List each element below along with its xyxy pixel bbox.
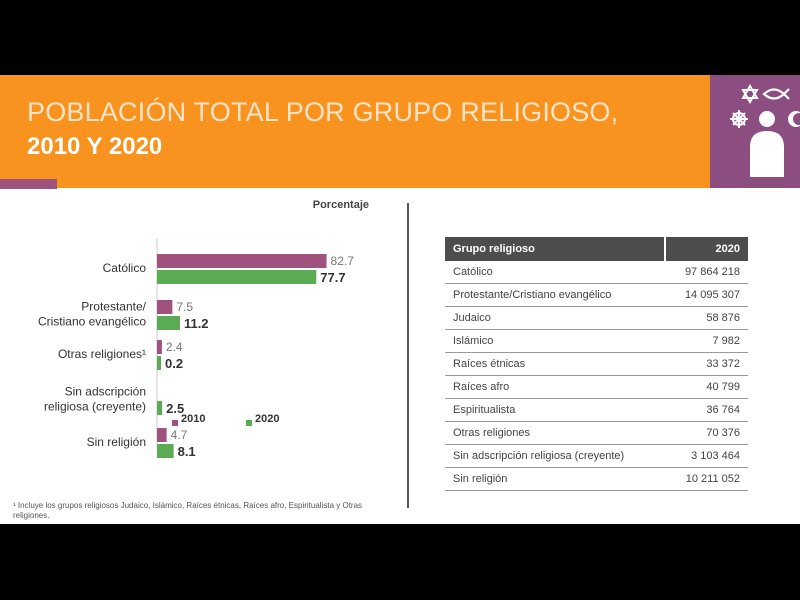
data-label-2010: 2.4	[166, 340, 183, 354]
bar-2010	[157, 340, 162, 354]
data-label-2020: 77.7	[320, 270, 345, 285]
bar-2010	[157, 254, 327, 268]
slide: POBLACIÓN TOTAL POR GRUPO RELIGIOSO, 201…	[0, 75, 800, 524]
table-header-group: Grupo religioso	[445, 237, 665, 261]
table-cell-group: Espiritualista	[445, 398, 665, 422]
table-row: Protestante/Cristiano evangélico 14 095 3…	[445, 283, 748, 307]
table-cell-population: 3 103 464	[664, 444, 748, 468]
table-row: Sin adscripción religiosa (creyente) 3 10…	[445, 444, 748, 468]
bar-2020	[157, 270, 317, 284]
data-label-2010: 4.7	[171, 428, 188, 442]
table-cell-group: Otras religiones	[445, 421, 665, 445]
christian-fish-icon	[762, 88, 790, 100]
category-label: Sin adscripción religiosa (creyente)	[44, 385, 146, 414]
chart-title: Porcentaje	[313, 199, 369, 211]
table-cell-population: 58 876	[664, 306, 748, 330]
data-label-2020: 8.1	[178, 444, 196, 459]
religion-icons-panel	[710, 75, 800, 188]
person-icon	[750, 111, 784, 177]
footnote: ¹ Incluye los grupos religiosos Judaico,…	[13, 501, 363, 520]
table-row: Sin religión 10 211 052	[445, 467, 748, 491]
bar-2020	[157, 444, 174, 458]
dharma-wheel-icon	[730, 110, 748, 128]
table-row: Otras religiones 70 376	[445, 421, 748, 445]
table-row: Islámico 7 982	[445, 329, 748, 353]
vertical-divider	[407, 203, 409, 508]
table-cell-population: 97 864 218	[664, 261, 748, 284]
table-header-row: Grupo religioso 2020	[445, 237, 748, 261]
data-label-2020: 2.5	[166, 401, 184, 416]
table-cell-group: Protestante/Cristiano evangélico	[445, 283, 665, 307]
table-cell-group: Raíces étnicas	[445, 352, 665, 376]
table-cell-population: 33 372	[664, 352, 748, 376]
table-cell-group: Sin adscripción religiosa (creyente)	[445, 444, 665, 468]
bar-2010	[157, 428, 167, 442]
bar-2020	[157, 316, 180, 330]
legend-swatch-2020	[246, 420, 252, 426]
data-label-2020: 0.2	[165, 356, 183, 371]
table-cell-population: 14 095 307	[664, 283, 748, 307]
legend-label-2020: 2020	[255, 413, 279, 425]
table-cell-group: Islámico	[445, 329, 665, 353]
bar-2020	[157, 356, 161, 370]
religion-bar-chart: Porcentaje Católico 82.7 77.7 Protestante/Cr…	[0, 190, 400, 524]
table-cell-population: 70 376	[664, 421, 748, 445]
category-label: Otras religiones¹	[58, 347, 146, 361]
data-label-2020: 11.2	[184, 316, 209, 331]
slide-title: POBLACIÓN TOTAL POR GRUPO RELIGIOSO,	[27, 97, 619, 127]
table-row: Espiritualista 36 764	[445, 398, 748, 422]
table-cell-group: Católico	[445, 261, 665, 284]
bar-2010	[157, 300, 173, 314]
bar-chart-svg: Porcentaje Católico 82.7 77.7 Protestante/Cr…	[38, 199, 369, 459]
table-cell-population: 40 799	[664, 375, 748, 399]
table-cell-group: Raíces afro	[445, 375, 665, 399]
bar-2020	[157, 401, 163, 415]
slide-subtitle: 2010 Y 2020	[27, 133, 163, 160]
crescent-icon	[788, 111, 800, 127]
population-table: Grupo religioso 2020 Católico 97 864 218 P…	[445, 237, 748, 491]
table-row: Católico 97 864 218	[445, 261, 748, 284]
table-body: Católico 97 864 218 Protestante/Cristiano …	[445, 261, 748, 491]
category-label: Protestante/Cristiano evangélico	[38, 300, 147, 329]
table-cell-population: 10 211 052	[664, 467, 748, 491]
category-label: Católico	[103, 261, 147, 275]
table-cell-group: Judaico	[445, 306, 665, 330]
table-cell-population: 7 982	[664, 329, 748, 353]
legend-label-2010: 2010	[181, 413, 205, 425]
legend-swatch-2010	[172, 420, 178, 426]
table-row: Raíces afro 40 799	[445, 375, 748, 399]
table-header-year: 2020	[663, 237, 748, 261]
title-banner: POBLACIÓN TOTAL POR GRUPO RELIGIOSO, 201…	[0, 75, 710, 188]
star-of-david-icon	[741, 84, 759, 104]
data-label-2010: 82.7	[331, 254, 355, 268]
table-row: Raíces étnicas 33 372	[445, 352, 748, 376]
table-cell-population: 36 764	[664, 398, 748, 422]
table-cell-group: Sin religión	[445, 467, 665, 491]
table-row: Judaico 58 876	[445, 306, 748, 330]
accent-stripe	[0, 179, 57, 189]
data-label-2010: 7.5	[176, 300, 193, 314]
category-label: Sin religión	[87, 435, 146, 449]
